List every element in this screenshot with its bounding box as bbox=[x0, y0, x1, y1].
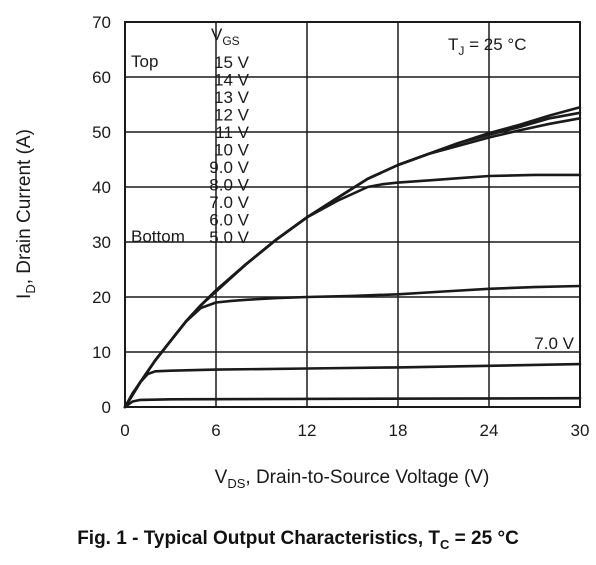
legend-entry: 12 V bbox=[214, 106, 250, 125]
legend-entry: 14 V bbox=[214, 71, 250, 90]
legend-header: VGS bbox=[211, 25, 240, 48]
series-line-2 bbox=[123, 111, 582, 409]
y-tick-label: 60 bbox=[92, 68, 111, 87]
legend-entry: 13 V bbox=[214, 88, 250, 107]
y-tick-label: 0 bbox=[102, 398, 111, 417]
legend-entry: 11 V bbox=[215, 123, 249, 142]
x-tick-label: 12 bbox=[298, 421, 317, 440]
series-line-4 bbox=[123, 173, 582, 409]
legend-entry: 8.0 V bbox=[209, 176, 249, 195]
y-tick-label: 50 bbox=[92, 123, 111, 142]
legend-entry: 5.0 V bbox=[209, 228, 249, 247]
legend: VGS Top Bottom 15 V14 V13 V12 V11 V10 V9… bbox=[131, 25, 250, 247]
figure-caption: Fig. 1 - Typical Output Characteristics,… bbox=[77, 528, 519, 552]
series-line-1 bbox=[123, 106, 582, 409]
legend-bottom-label: Bottom bbox=[131, 227, 185, 246]
y-tick-label: 10 bbox=[92, 343, 111, 362]
x-tick-label: 6 bbox=[211, 421, 220, 440]
series-line-6 bbox=[123, 362, 582, 409]
x-axis-label: VDS, Drain-to-Source Voltage (V) bbox=[215, 467, 490, 491]
series-line-7 bbox=[123, 396, 582, 409]
legend-entry: 9.0 V bbox=[209, 158, 249, 177]
series-lines bbox=[123, 106, 582, 409]
plot-frame bbox=[124, 21, 581, 408]
x-tick-label: 24 bbox=[480, 421, 499, 440]
grid-lines bbox=[125, 22, 580, 407]
curve-label-7v: 7.0 V bbox=[534, 334, 574, 353]
y-tick-label: 30 bbox=[92, 233, 111, 252]
y-tick-label: 20 bbox=[92, 288, 111, 307]
x-tick-label: 30 bbox=[571, 421, 590, 440]
legend-entry: 7.0 V bbox=[209, 193, 249, 212]
legend-top-label: Top bbox=[131, 52, 158, 71]
junction-temp-annotation: TJ = 25 °C bbox=[448, 35, 526, 58]
x-tick-label: 18 bbox=[389, 421, 408, 440]
legend-entry: 6.0 V bbox=[209, 211, 249, 230]
y-axis-label: ID, Drain Current (A) bbox=[14, 129, 38, 299]
legend-entry: 15 V bbox=[214, 53, 250, 72]
legend-entry: 10 V bbox=[214, 141, 250, 160]
y-tick-label: 40 bbox=[92, 178, 111, 197]
output-characteristics-chart: 0 6 12 18 24 30 0 10 20 30 40 50 60 70 ID, Drain Curr… bbox=[14, 13, 589, 491]
y-tick-label: 70 bbox=[92, 13, 111, 32]
series-line-5 bbox=[123, 284, 582, 409]
axis-ticks: 0 6 12 18 24 30 0 10 20 30 40 50 60 70 bbox=[92, 13, 589, 440]
legend-entries: 15 V14 V13 V12 V11 V10 V9.0 V8.0 V7.0 V6… bbox=[209, 53, 249, 247]
series-line-3 bbox=[123, 117, 582, 409]
x-tick-label: 0 bbox=[120, 421, 129, 440]
